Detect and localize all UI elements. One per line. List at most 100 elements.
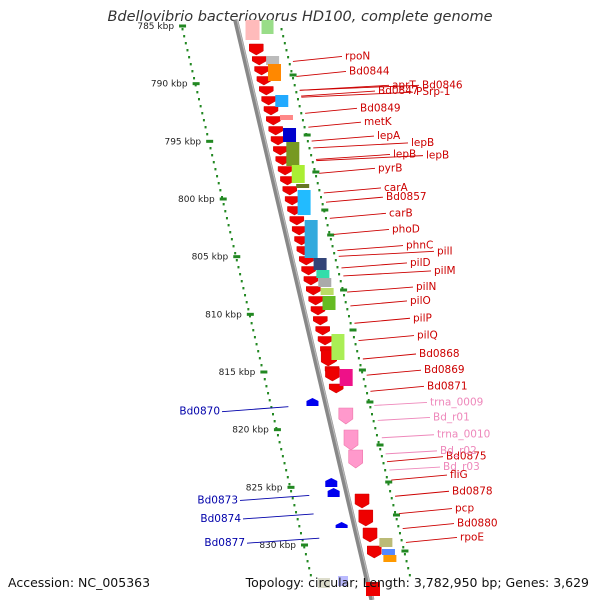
scale-tick-label: 810 kbp	[205, 310, 242, 320]
scale-tick-mark	[301, 543, 309, 547]
ruler-dot	[349, 322, 352, 325]
ruler-dot	[270, 406, 273, 409]
forward-gene-label[interactable]: pyrB	[378, 162, 402, 174]
rna-gene-label[interactable]: Bd_r02	[440, 445, 477, 457]
ruler-dot	[379, 448, 382, 451]
ruler-dot	[280, 28, 283, 31]
reverse-gene-arrow	[325, 478, 338, 487]
ruler-dot	[301, 119, 304, 122]
gene-cog-block	[283, 128, 297, 142]
ruler-dot	[316, 182, 319, 185]
rna-gene-label[interactable]: Bd_r01	[433, 411, 470, 423]
ruler-dot	[252, 329, 255, 332]
reverse-gene-arrow	[306, 398, 319, 406]
forward-gene-label[interactable]: Bd0849	[360, 102, 401, 114]
ruler-tick	[289, 73, 297, 77]
forward-gene-label[interactable]: Bd0878	[452, 485, 493, 497]
gene-cog-block	[316, 270, 330, 278]
forward-gene-arrow	[291, 226, 307, 236]
ruler-dot	[258, 357, 261, 360]
reverse-gene-label[interactable]: Bd0874	[200, 513, 241, 525]
forward-gene-label-leader	[313, 142, 409, 149]
gene-cog-block	[313, 258, 327, 270]
forward-gene-label[interactable]: pcp	[455, 503, 474, 515]
gene-cog-block	[279, 115, 293, 120]
forward-gene-label[interactable]: fliG	[450, 469, 468, 481]
reverse-gene-arrow	[335, 522, 348, 528]
forward-gene-arrow	[251, 56, 267, 66]
forward-gene-label[interactable]: lepA	[377, 130, 401, 142]
forward-gene-label[interactable]: phoD	[392, 223, 420, 235]
forward-gene-label[interactable]: Bd0869	[424, 364, 465, 376]
ruler-dot	[268, 399, 271, 402]
forward-gene-label[interactable]: pilN	[416, 281, 436, 293]
forward-gene-label[interactable]: Bd0875	[446, 451, 487, 463]
ruler-dot	[281, 455, 284, 458]
gene-bars-layer	[233, 19, 397, 600]
forward-gene-label-leader	[316, 155, 424, 162]
forward-gene-label[interactable]: Bd0857	[386, 191, 427, 203]
reverse-gene-label[interactable]: Bd0870	[179, 406, 220, 418]
ruler-dot	[308, 147, 311, 150]
forward-gene-label[interactable]: Bd0846	[422, 79, 463, 91]
rna-gene-label[interactable]: trna_0010	[437, 429, 490, 441]
forward-gene-label[interactable]: Bd0847	[378, 85, 419, 97]
ruler-dot	[397, 525, 400, 528]
gene-cog-block	[297, 190, 311, 215]
forward-gene-label-leader	[370, 385, 425, 392]
forward-gene-label[interactable]: PSrp-1	[416, 86, 450, 98]
ruler-dot	[310, 154, 313, 157]
ruler-dot	[364, 385, 367, 388]
ruler-dot	[315, 175, 318, 178]
reverse-gene-label[interactable]: Bd0873	[197, 494, 238, 506]
forward-gene-label[interactable]: Bd0844	[349, 65, 390, 77]
forward-gene-label[interactable]: carA	[384, 182, 409, 194]
forward-gene-arrow	[263, 106, 279, 116]
ruler-dot	[326, 224, 329, 227]
gene-cog-block	[339, 369, 353, 386]
ruler-dot	[201, 112, 204, 115]
forward-gene-arrow	[277, 166, 293, 176]
forward-gene-label-leader	[325, 196, 384, 203]
ruler-dot	[240, 280, 243, 283]
forward-gene-label[interactable]: pilM	[434, 265, 456, 277]
ruler-dot	[387, 483, 390, 486]
ruler-dot	[288, 483, 291, 486]
forward-gene-label[interactable]: aprT	[392, 79, 416, 91]
forward-gene-label[interactable]: pilP	[413, 312, 432, 324]
forward-gene-label[interactable]: lepB	[411, 137, 434, 149]
ruler-dot	[298, 525, 301, 528]
forward-gene-label[interactable]: pilD	[410, 257, 431, 269]
forward-gene-label[interactable]: Bd0880	[457, 518, 498, 530]
forward-gene-label[interactable]: pilI	[437, 245, 453, 257]
ruler-dot	[362, 378, 365, 381]
rna-gene-label[interactable]: Bd_r03	[443, 461, 480, 473]
scale-tick-mark	[246, 312, 254, 316]
forward-gene-label[interactable]: Bd0868	[419, 348, 460, 360]
ruler-dot	[344, 301, 347, 304]
reverse-gene-label[interactable]: Bd0877	[204, 537, 245, 549]
forward-gene-label[interactable]: lepB	[426, 150, 449, 162]
forward-gene-label[interactable]: metK	[364, 116, 393, 128]
ruler-dot	[260, 364, 263, 367]
forward-gene-label[interactable]: carB	[389, 207, 413, 219]
rna-gene-label[interactable]: trna_0009	[430, 396, 483, 408]
forward-gene-arrow	[303, 276, 319, 286]
forward-gene-label[interactable]: phnC	[406, 240, 433, 252]
ruler-dot	[295, 511, 298, 514]
forward-gene-label[interactable]: pilO	[410, 295, 431, 307]
ruler-dot	[394, 511, 397, 514]
forward-gene-label[interactable]: rpoE	[460, 531, 484, 543]
ruler-dot	[408, 574, 411, 577]
ruler-dot	[186, 49, 189, 52]
forward-gene-arrow	[306, 286, 321, 296]
forward-gene-label[interactable]: pilQ	[417, 330, 438, 342]
forward-gene-label[interactable]: rpoN	[345, 50, 370, 62]
partial-gene	[245, 20, 260, 40]
ruler-dot	[291, 497, 294, 500]
forward-gene-label[interactable]: Bd0871	[427, 380, 468, 392]
genome-summary: Topology: circular; Length: 3,782,950 bp…	[245, 575, 589, 590]
forward-gene-label[interactable]: lepB	[393, 148, 416, 160]
ruler-dot	[306, 140, 309, 143]
forward-gene-arrow	[308, 296, 323, 306]
